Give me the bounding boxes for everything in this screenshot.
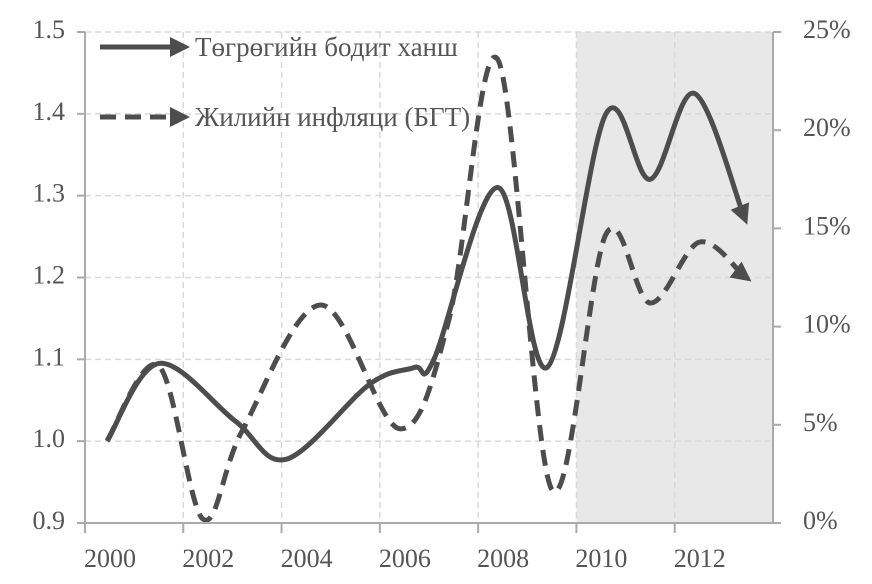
series-line <box>104 90 750 463</box>
y-tick-label: 1.5 <box>33 15 66 44</box>
legend-label: Төгрөгийн бодит ханш <box>195 32 458 62</box>
y2-tick-label: 20% <box>803 113 851 142</box>
x-tick-label: 2006 <box>379 544 431 573</box>
x-tick-label: 2008 <box>477 544 529 573</box>
x-tick-label: 2000 <box>84 544 136 573</box>
x-tick-label: 2004 <box>281 544 333 573</box>
y-tick-label: 1.4 <box>33 97 66 126</box>
y2-tick-label: 0% <box>803 506 838 535</box>
x-tick-label: 2002 <box>182 544 234 573</box>
y2-tick-label: 10% <box>803 310 851 339</box>
y-tick-label: 1.0 <box>33 424 66 453</box>
x-tick-label: 2012 <box>674 544 726 573</box>
y-tick-label: 1.1 <box>33 342 66 371</box>
y2-tick-label: 25% <box>803 15 851 44</box>
x-tick-label: 2010 <box>575 544 627 573</box>
y-tick-label: 0.9 <box>33 506 66 535</box>
legend-label: Жилийн инфляци (БГТ) <box>195 102 471 132</box>
series-line <box>104 54 752 523</box>
y-tick-label: 1.3 <box>33 179 66 208</box>
lines <box>104 54 752 523</box>
y-tick-label: 1.2 <box>33 260 66 289</box>
y2-tick-label: 15% <box>803 211 851 240</box>
y2-tick-label: 5% <box>803 408 838 437</box>
axes: 0.9 1.0 1.1 1.2 1.3 1.4 1.5 0% 5% 10% 15% 20% 25% 200… <box>33 15 851 573</box>
